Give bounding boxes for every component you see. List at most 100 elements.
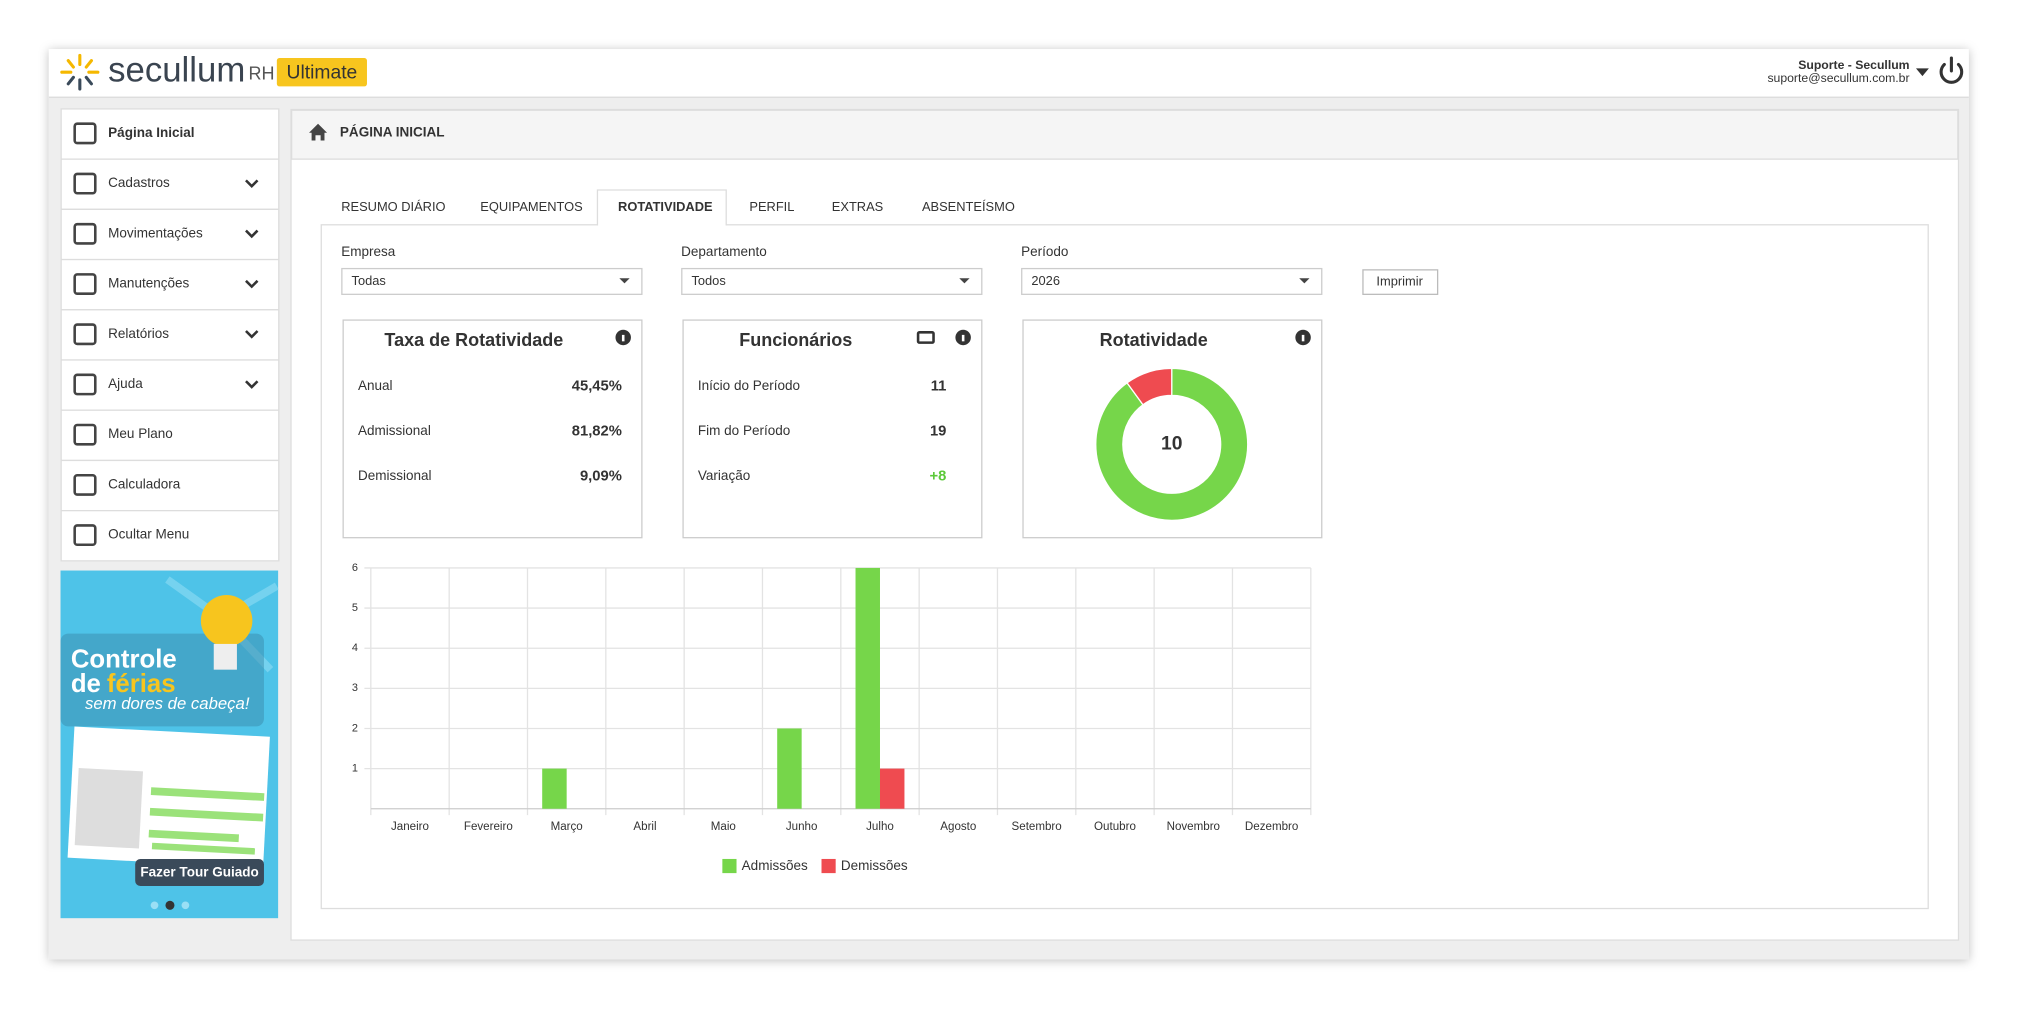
filter-caret xyxy=(959,278,970,284)
info-dot xyxy=(961,334,965,342)
bar xyxy=(777,728,802,809)
menu-item[interactable]: Página Inicial xyxy=(60,108,280,160)
menu-chevron xyxy=(245,179,259,188)
menu-item[interactable]: Movimentações xyxy=(60,208,280,261)
filter-select[interactable] xyxy=(341,267,643,295)
logo[interactable]: secullum RH Ultimate xyxy=(60,51,367,91)
row-value: 19 xyxy=(930,423,946,439)
tab[interactable]: EXTRAS xyxy=(832,199,883,214)
row-label: Demissional xyxy=(358,468,432,483)
filter-select[interactable] xyxy=(1021,267,1323,295)
print-button[interactable]: Imprimir xyxy=(1376,274,1423,289)
menu-label[interactable]: Movimentações xyxy=(108,225,203,240)
menu-item[interactable]: Ajuda xyxy=(60,359,280,411)
legend-swatch[interactable] xyxy=(722,858,737,874)
menu-item-bg xyxy=(60,258,280,311)
menu-item[interactable]: Meu Plano xyxy=(60,409,280,462)
menu-label[interactable]: Ajuda xyxy=(108,376,143,391)
user-email: suporte@secullum.com.br xyxy=(1767,71,1909,85)
legend-label[interactable]: Demissões xyxy=(841,858,908,873)
tab[interactable]: EQUIPAMENTOS xyxy=(480,199,582,214)
menu-item[interactable]: Relatórios xyxy=(60,309,280,361)
print-icon[interactable] xyxy=(916,331,935,344)
logo-icon xyxy=(60,53,100,74)
menu-chevron xyxy=(245,229,259,239)
x-tick-label: Março xyxy=(551,821,583,833)
menu-label[interactable]: Manutenções xyxy=(108,276,189,291)
banner-button[interactable]: Fazer Tour Guiado xyxy=(140,865,258,880)
print-button-bg[interactable] xyxy=(1362,269,1439,295)
y-tick-label: 2 xyxy=(352,722,358,734)
tab[interactable]: RESUMO DIÁRIO xyxy=(341,199,445,214)
active-tab xyxy=(596,189,727,226)
power-button[interactable] xyxy=(1939,56,1964,84)
x-tick-label: Agosto xyxy=(940,821,976,833)
menu-item[interactable]: Cadastros xyxy=(60,158,280,210)
filter-value: Todos xyxy=(691,273,725,288)
x-tick-label: Janeiro xyxy=(391,821,429,833)
donut-center: 10 xyxy=(1161,433,1182,454)
filter-caret xyxy=(619,278,630,284)
menu-label[interactable]: Calculadora xyxy=(108,476,181,491)
menu-label[interactable]: Relatórios xyxy=(108,326,169,341)
menu-label[interactable]: Página Inicial xyxy=(108,125,194,140)
menu-icon xyxy=(73,222,97,245)
user-caret[interactable] xyxy=(1915,68,1929,77)
y-tick-label: 1 xyxy=(352,762,358,774)
card xyxy=(342,319,643,539)
row-value: 11 xyxy=(931,378,947,394)
x-tick-label: Abril xyxy=(633,821,656,833)
row-value: 45,45% xyxy=(572,378,622,394)
row-value: +8 xyxy=(930,468,947,484)
menu-icon xyxy=(73,373,97,396)
tab[interactable]: ABSENTEÍSMO xyxy=(922,199,1015,214)
menu-item-bg xyxy=(60,108,280,160)
legend-swatch[interactable] xyxy=(821,858,836,874)
card-content: Taxa de Rotatividade Anual 45,45% Admission… xyxy=(358,329,631,484)
menu-chevron xyxy=(245,330,259,339)
banner[interactable]: Controle de férias sem dores de cabeça! … xyxy=(60,570,279,919)
menu-item[interactable]: Ocultar Menu xyxy=(60,510,280,562)
donut-segment xyxy=(1126,367,1173,406)
row-label: Fim do Período xyxy=(698,423,790,438)
menu-label[interactable]: Ocultar Menu xyxy=(108,527,189,542)
menu-label[interactable]: Meu Plano xyxy=(108,426,173,441)
row-label: Anual xyxy=(358,378,393,393)
bar xyxy=(855,567,880,809)
menu-item-bg xyxy=(60,459,280,512)
card-title: Funcionários xyxy=(739,330,852,350)
home-icon xyxy=(309,123,328,141)
x-tick-label: Junho xyxy=(786,821,818,833)
tab[interactable]: PERFIL xyxy=(749,199,794,214)
tab[interactable]: ROTATIVIDADE xyxy=(618,199,713,214)
card-title: Taxa de Rotatividade xyxy=(384,330,563,350)
menu-item[interactable]: Manutenções xyxy=(60,258,280,311)
filter-value: 2026 xyxy=(1031,273,1060,288)
x-tick-label: Maio xyxy=(711,821,736,833)
menu-item-bg xyxy=(60,309,280,361)
filter-select[interactable] xyxy=(681,267,983,295)
y-tick-label: 4 xyxy=(352,642,358,654)
menu-label[interactable]: Cadastros xyxy=(108,175,170,190)
filter-label: Departamento xyxy=(681,244,767,259)
bar-chart: 1 2 3 4 5 6 Janeiro Fevereiro Março Abril Maio Junh… xyxy=(352,562,1312,874)
banner-title-2: de xyxy=(71,670,101,698)
banner-title-1: Controle xyxy=(71,645,177,673)
filter-caret xyxy=(1299,278,1310,284)
info-dot xyxy=(1301,334,1305,342)
x-tick-label: Julho xyxy=(866,821,894,833)
menu-item-bg xyxy=(60,409,280,462)
x-tick-label: Setembro xyxy=(1012,821,1062,833)
card-content: Funcionários Início do Período 11 Fim do Pe… xyxy=(698,329,971,484)
legend-label[interactable]: Admissões xyxy=(742,858,808,873)
menu-icon xyxy=(73,273,97,295)
sidebar: Página Inicial Cadastros Movimentações Manu… xyxy=(60,108,280,562)
banner-subtitle: sem dores de cabeça! xyxy=(85,694,250,713)
banner-title-3: férias xyxy=(107,670,176,698)
user-name[interactable]: Suporte - Secullum xyxy=(1798,58,1909,72)
menu-item[interactable]: Calculadora xyxy=(60,459,280,512)
menu-item-bg xyxy=(60,208,280,261)
card-title: Rotatividade xyxy=(1100,330,1208,350)
